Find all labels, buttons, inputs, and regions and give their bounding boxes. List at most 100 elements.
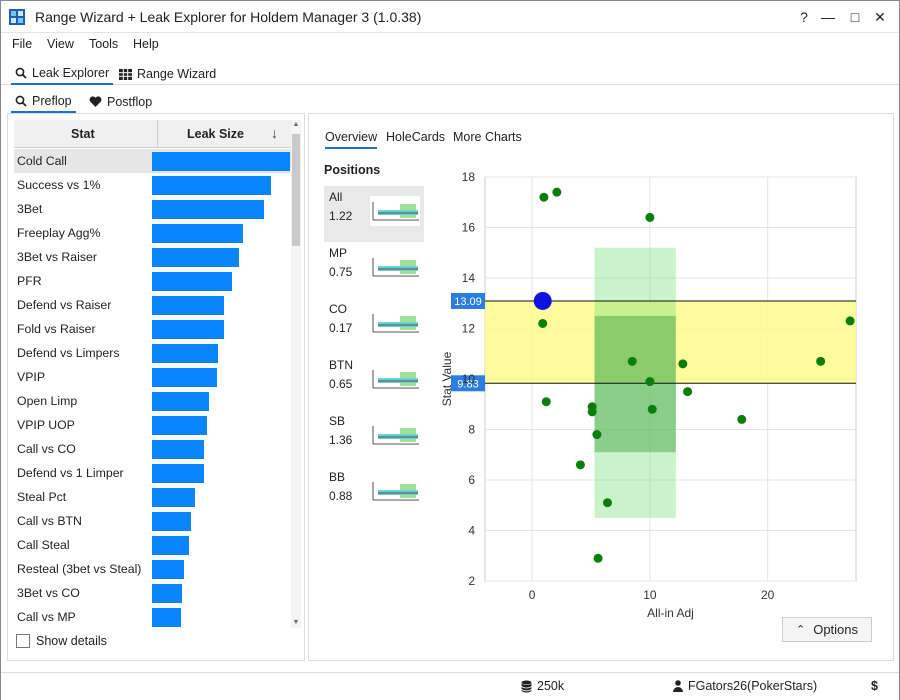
stat-label: Call vs BTN bbox=[17, 514, 82, 528]
stat-label: Call Steal bbox=[17, 538, 70, 552]
table-row[interactable]: Fold vs Raiser bbox=[14, 317, 292, 341]
player-name: FGators26(PokerStars) bbox=[688, 679, 818, 693]
table-row[interactable]: Success vs 1% bbox=[14, 173, 292, 197]
green-zone-inner bbox=[594, 315, 676, 453]
sort-down-icon[interactable]: ↓ bbox=[271, 125, 278, 141]
data-point bbox=[683, 387, 693, 397]
position-item-btn[interactable]: BTN 0.65 bbox=[324, 354, 424, 410]
menu-help[interactable]: Help bbox=[133, 37, 159, 51]
player-info: FGators26(PokerStars) bbox=[673, 679, 817, 693]
position-item-co[interactable]: CO 0.17 bbox=[324, 298, 424, 354]
position-item-mp[interactable]: MP 0.75 bbox=[324, 242, 424, 298]
table-row[interactable]: Steal Pct bbox=[14, 485, 292, 509]
position-name: SB bbox=[329, 414, 346, 428]
table-row[interactable]: PFR bbox=[14, 269, 292, 293]
leak-size-bar bbox=[152, 296, 224, 315]
show-details-checkbox[interactable] bbox=[16, 634, 30, 648]
tab-overview[interactable]: Overview bbox=[325, 130, 378, 149]
grid-icon bbox=[119, 68, 132, 80]
search-icon bbox=[15, 95, 27, 107]
leak-size-bar bbox=[152, 488, 195, 507]
table-row[interactable]: Defend vs Limpers bbox=[14, 341, 292, 365]
title-bar: Range Wizard + Leak Explorer for Holdem … bbox=[1, 1, 899, 33]
leak-size-bar bbox=[152, 512, 191, 531]
table-row[interactable]: Freeplay Agg% bbox=[14, 221, 292, 245]
stat-label: Defend vs Raiser bbox=[17, 298, 112, 312]
tab-holecards[interactable]: HoleCards bbox=[386, 130, 446, 144]
data-point bbox=[737, 414, 747, 424]
table-row[interactable]: Defend vs Raiser bbox=[14, 293, 292, 317]
chevron-up-icon: ⌃ bbox=[795, 624, 806, 636]
positions-title: Positions bbox=[324, 163, 381, 177]
stat-label: Resteal (3bet vs Steal) bbox=[17, 562, 142, 576]
minimize-button[interactable]: — bbox=[821, 9, 835, 25]
tab-preflop[interactable]: Preflop bbox=[11, 91, 76, 113]
show-details-toggle[interactable]: Show details bbox=[16, 634, 107, 648]
street-tabs: Preflop Postflop bbox=[1, 87, 899, 113]
main-tabs: Leak Explorer Range Wizard bbox=[1, 59, 899, 85]
tab-range-wizard-label: Range Wizard bbox=[137, 67, 217, 81]
options-label: Options bbox=[813, 622, 859, 637]
menu-view[interactable]: View bbox=[47, 37, 74, 51]
table-row[interactable]: Open Limp bbox=[14, 389, 292, 413]
search-icon bbox=[15, 67, 27, 79]
x-tick-label: 20 bbox=[761, 588, 775, 602]
position-item-bb[interactable]: BB 0.88 bbox=[324, 466, 424, 522]
band-high-label-bg bbox=[451, 292, 485, 309]
table-row[interactable]: Call vs CO bbox=[14, 437, 292, 461]
table-row[interactable]: Resteal (3bet vs Steal) bbox=[14, 557, 292, 581]
tab-more-charts[interactable]: More Charts bbox=[453, 130, 522, 144]
scroll-down-icon[interactable]: ▼ bbox=[292, 619, 300, 626]
dollar-icon[interactable]: $ bbox=[871, 679, 878, 693]
band-low-label: 9.83 bbox=[457, 378, 478, 390]
scrollbar-thumb[interactable] bbox=[292, 134, 300, 246]
table-scrollbar[interactable]: ▲ ▼ bbox=[291, 120, 301, 628]
stat-label: Fold vs Raiser bbox=[17, 322, 96, 336]
x-tick-label: 10 bbox=[643, 588, 657, 602]
stat-label: PFR bbox=[17, 274, 42, 288]
column-stat-header[interactable]: Stat bbox=[71, 127, 95, 141]
table-row[interactable]: Cold Call bbox=[14, 149, 292, 173]
tab-leak-explorer[interactable]: Leak Explorer bbox=[11, 63, 114, 85]
y-tick-label: 14 bbox=[462, 271, 476, 285]
position-value: 0.65 bbox=[329, 377, 353, 391]
stat-label: VPIP UOP bbox=[17, 418, 75, 432]
position-item-all[interactable]: All 1.22 bbox=[324, 186, 424, 242]
table-row[interactable]: 3Bet vs CO bbox=[14, 581, 292, 605]
data-point bbox=[645, 212, 655, 222]
scroll-up-icon[interactable]: ▲ bbox=[292, 121, 300, 128]
stat-rows: Cold Call Success vs 1% 3Bet Freeplay Agg% 3… bbox=[14, 149, 292, 629]
hand-count: 250k bbox=[521, 679, 564, 693]
menu-file[interactable]: File bbox=[12, 37, 33, 51]
mini-chart-icon bbox=[370, 420, 420, 450]
menu-tools[interactable]: Tools bbox=[89, 37, 119, 51]
y-tick-label: 6 bbox=[468, 473, 475, 487]
stat-label: Success vs 1% bbox=[17, 178, 101, 192]
column-leak-size-header[interactable]: Leak Size bbox=[187, 127, 244, 141]
leak-size-bar bbox=[152, 152, 290, 171]
maximize-button[interactable]: □ bbox=[850, 9, 860, 25]
help-button[interactable]: ? bbox=[800, 9, 808, 25]
position-name: BB bbox=[329, 470, 346, 484]
stat-label: Call vs MP bbox=[17, 610, 76, 624]
leak-size-bar bbox=[152, 368, 217, 387]
position-item-sb[interactable]: SB 1.36 bbox=[324, 410, 424, 466]
table-row[interactable]: VPIP bbox=[14, 365, 292, 389]
table-row[interactable]: VPIP UOP bbox=[14, 413, 292, 437]
y-tick-label: 18 bbox=[462, 170, 476, 184]
close-button[interactable]: ✕ bbox=[874, 9, 886, 25]
x-tick-label: 0 bbox=[529, 588, 536, 602]
tab-postflop[interactable]: Postflop bbox=[85, 91, 156, 113]
tab-range-wizard[interactable]: Range Wizard bbox=[115, 63, 220, 85]
options-button[interactable]: ⌃ Options bbox=[782, 617, 872, 642]
green-zone-outer bbox=[594, 247, 676, 518]
table-row[interactable]: Call vs BTN bbox=[14, 509, 292, 533]
user-icon bbox=[673, 680, 683, 692]
band-high-label: 13.09 bbox=[454, 296, 482, 308]
table-row[interactable]: Call vs MP bbox=[14, 605, 292, 629]
table-row[interactable]: Call Steal bbox=[14, 533, 292, 557]
table-row[interactable]: Defend vs 1 Limper bbox=[14, 461, 292, 485]
data-point bbox=[539, 192, 549, 202]
table-row[interactable]: 3Bet vs Raiser bbox=[14, 245, 292, 269]
table-row[interactable]: 3Bet bbox=[14, 197, 292, 221]
